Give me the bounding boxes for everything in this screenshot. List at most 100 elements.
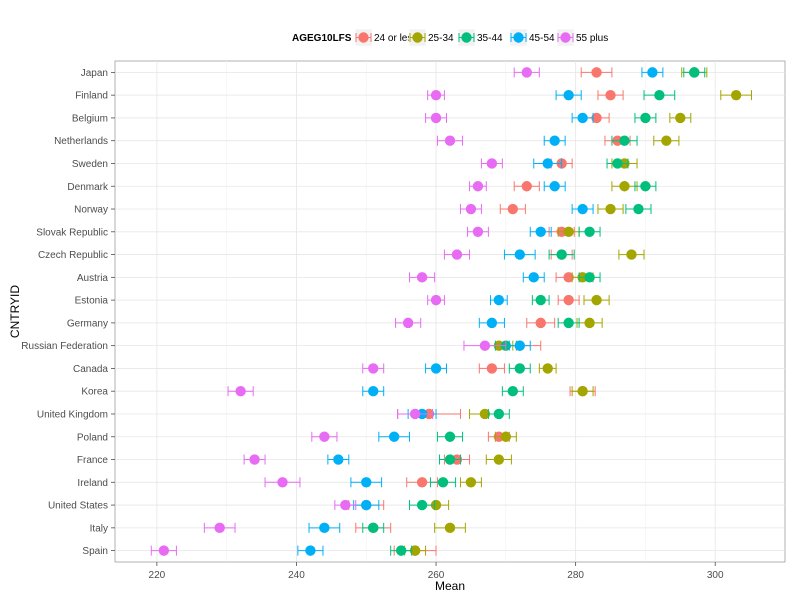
- data-point: [535, 226, 546, 237]
- data-point: [493, 454, 505, 465]
- y-axis: Japan Finland Belgium Netherlands Sweden Denm…: [21, 68, 115, 557]
- x-tick-label: 220: [149, 570, 166, 581]
- y-tick-label: Slovak Republic: [36, 227, 108, 238]
- data-marks: [150, 67, 752, 556]
- data-point: [577, 386, 588, 397]
- data-point: [514, 340, 525, 351]
- legend-items: 24 or less 25-34 35-44 45-54 55 plus: [354, 28, 608, 47]
- legend-item: 24 or less: [354, 28, 417, 47]
- data-point: [521, 67, 532, 78]
- data-point: [235, 386, 246, 397]
- data-point: [486, 158, 498, 169]
- y-tick-label: Austria: [77, 273, 109, 284]
- data-point: [416, 499, 428, 511]
- data-point: [584, 317, 595, 329]
- legend-item: 55 plus: [556, 28, 608, 47]
- data-point: [535, 317, 546, 329]
- legend-label: 55 plus: [576, 33, 608, 44]
- y-tick-label: Japan: [81, 68, 108, 79]
- data-point: [500, 431, 512, 442]
- data-point: [619, 135, 630, 146]
- y-tick-label: United Kingdom: [37, 409, 108, 420]
- data-point: [472, 181, 484, 192]
- y-tick-label: Germany: [67, 318, 108, 329]
- data-point: [591, 112, 602, 124]
- data-point: [647, 67, 658, 78]
- data-point: [619, 181, 630, 192]
- legend-item: 25-34: [408, 28, 454, 47]
- data-point: [430, 363, 442, 374]
- y-tick-label: Italy: [90, 523, 108, 534]
- y-tick-label: Russian Federation: [21, 341, 108, 352]
- data-point: [465, 477, 477, 488]
- data-point: [319, 522, 330, 534]
- y-axis-title: CNTRYID: [8, 285, 22, 338]
- legend-key-point: [461, 32, 472, 43]
- y-tick-label: Poland: [77, 432, 108, 443]
- legend-key-point: [412, 32, 423, 43]
- data-point: [584, 226, 595, 237]
- series-55-plus: [150, 67, 540, 556]
- data-point: [361, 477, 372, 488]
- data-point: [486, 317, 498, 329]
- data-point: [409, 545, 421, 556]
- data-point: [563, 272, 574, 283]
- legend-key-point: [358, 32, 369, 43]
- data-point: [437, 477, 449, 488]
- data-point: [675, 112, 686, 124]
- data-point: [444, 522, 456, 534]
- data-point: [577, 203, 588, 215]
- data-point: [514, 363, 525, 374]
- data-point: [444, 454, 456, 465]
- y-tick-label: Netherlands: [54, 136, 108, 147]
- data-point: [661, 135, 672, 146]
- data-point: [277, 477, 288, 488]
- legend-label: 24 or less: [374, 33, 417, 44]
- data-point: [158, 545, 170, 556]
- data-point: [493, 408, 505, 420]
- data-point: [368, 386, 379, 397]
- data-point: [444, 431, 456, 442]
- data-point: [507, 386, 519, 397]
- data-point: [605, 89, 616, 101]
- data-point: [654, 89, 665, 101]
- data-point: [430, 499, 442, 511]
- data-point: [465, 203, 477, 215]
- x-tick-label: 240: [288, 570, 305, 581]
- data-point: [605, 203, 616, 215]
- y-tick-label: Belgium: [72, 113, 108, 124]
- data-point: [333, 454, 344, 465]
- legend-label: 25-34: [428, 33, 454, 44]
- data-point: [591, 294, 602, 306]
- data-point: [563, 294, 574, 306]
- legend-key-point: [560, 32, 571, 43]
- y-tick-label: Estonia: [75, 296, 109, 307]
- y-tick-label: Sweden: [72, 159, 108, 170]
- data-point: [451, 249, 463, 260]
- data-point: [479, 408, 491, 420]
- data-point: [514, 249, 525, 260]
- legend: AGEG10LFS 24 or less 25-34 35-44 45-54 55 pl…: [292, 28, 608, 47]
- legend-label: 35-44: [477, 33, 503, 44]
- data-point: [305, 545, 316, 556]
- data-point: [472, 226, 484, 237]
- legend-key-point: [513, 32, 524, 43]
- data-point: [640, 181, 651, 192]
- data-point: [479, 340, 491, 351]
- data-point: [214, 522, 225, 534]
- data-point: [430, 89, 442, 101]
- legend-label: 45-54: [529, 33, 555, 44]
- data-point: [542, 158, 553, 169]
- data-point: [542, 363, 553, 374]
- data-point: [563, 226, 574, 237]
- data-point: [591, 67, 602, 78]
- data-point: [409, 408, 421, 420]
- x-axis-title: Mean: [435, 579, 465, 593]
- y-tick-label: France: [77, 455, 109, 466]
- data-point: [486, 363, 498, 374]
- data-point: [395, 545, 407, 556]
- data-point: [368, 522, 379, 534]
- data-point: [521, 181, 532, 192]
- series-45-54: [297, 67, 664, 556]
- data-point: [640, 112, 651, 124]
